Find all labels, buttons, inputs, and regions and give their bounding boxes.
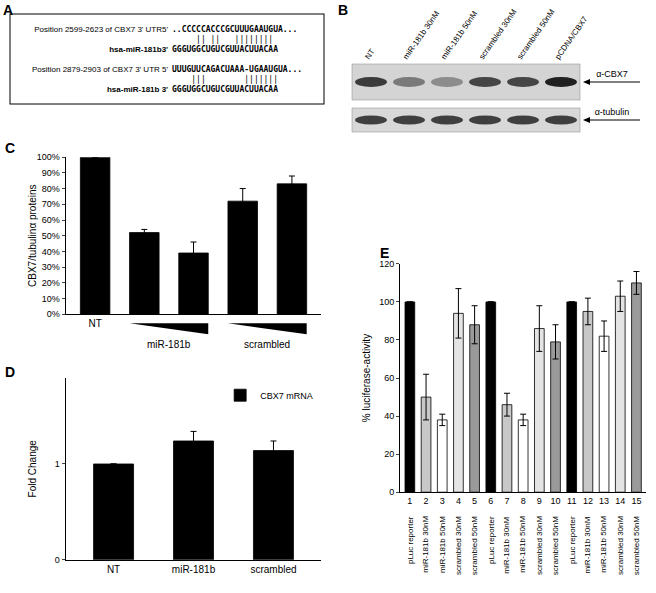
svg-text:..CCCCCACCCGCUUUGAAUGUA...: ..CCCCCACCCGCUUUGAAUGUA...	[172, 25, 297, 34]
svg-text:8: 8	[521, 496, 526, 506]
svg-text:miR-181b 50nM: miR-181b 50nM	[518, 516, 527, 573]
svg-text:miR-181b 30nM: miR-181b 30nM	[502, 516, 511, 573]
svg-text:scrambled 30nM: scrambled 30nM	[616, 515, 625, 574]
svg-text:0: 0	[389, 487, 394, 497]
svg-text:miR-181b 30nM: miR-181b 30nM	[583, 516, 592, 573]
svg-text:UUUGUUCAGACUAAA-UGAAUGUA...: UUUGUUCAGACUAAA-UGAAUGUA...	[172, 65, 302, 74]
svg-text:hsa-miR-181b 3': hsa-miR-181b 3'	[107, 85, 168, 94]
html-text:A: A	[3, 2, 14, 18]
svg-text:miR-181b: miR-181b	[172, 564, 216, 575]
svg-text:5: 5	[472, 496, 477, 506]
svg-text:% luciferase-activity: % luciferase-activity	[361, 334, 372, 422]
svg-text:pLuc reporter: pLuc reporter	[406, 516, 415, 564]
svg-text:11: 11	[567, 496, 576, 506]
svg-text:||| |||||||: ||| |||||||	[172, 75, 278, 84]
html-text:D: D	[5, 364, 16, 380]
svg-text:NT: NT	[363, 47, 377, 61]
svg-text:NT: NT	[88, 318, 101, 329]
svg-text:20%: 20%	[42, 278, 60, 288]
svg-text:scrambled 30nM: scrambled 30nM	[535, 516, 544, 575]
html-text:B: B	[338, 2, 349, 18]
svg-text:GGGUGGCUGUCGUUACUUACAA: GGGUGGCUGUCGUUACUUACAA	[172, 45, 278, 54]
svg-text:α-CBX7: α-CBX7	[596, 69, 628, 79]
svg-text:scrambled: scrambled	[250, 564, 296, 575]
svg-text:90%: 90%	[42, 168, 60, 178]
svg-text:miR-181b 50nM: miR-181b 50nM	[439, 9, 479, 61]
html-text:C: C	[5, 140, 16, 156]
svg-text:CBX7 mRNA: CBX7 mRNA	[260, 391, 313, 401]
svg-text:4: 4	[456, 496, 461, 506]
svg-text:scrambled 30nM: scrambled 30nM	[454, 516, 463, 575]
svg-text:120: 120	[379, 259, 395, 269]
svg-text:0%: 0%	[47, 309, 60, 319]
svg-text:40: 40	[384, 411, 394, 421]
svg-text:15: 15	[631, 496, 641, 506]
svg-text:0: 0	[55, 555, 60, 565]
svg-text:scrambled 50nM: scrambled 50nM	[470, 516, 479, 575]
svg-text:GGGUGGCUGUCGUUACUUACAA: GGGUGGCUGUCGUUACUUACAA	[172, 85, 278, 94]
svg-text:10: 10	[551, 496, 561, 506]
svg-text:scrambled: scrambled	[244, 339, 290, 350]
svg-text:70%: 70%	[42, 199, 60, 209]
svg-text:40%: 40%	[42, 247, 60, 257]
svg-text:2: 2	[424, 496, 429, 506]
svg-text:9: 9	[537, 496, 542, 506]
svg-text:Position 2879-2903 of CBX7 3': Position 2879-2903 of CBX7 3' UTR 5'	[32, 65, 168, 74]
svg-text:14: 14	[615, 496, 625, 506]
svg-text:6: 6	[488, 496, 493, 506]
svg-text:pLuc reporter: pLuc reporter	[487, 516, 496, 564]
svg-text:NT: NT	[107, 564, 120, 575]
svg-text:α-tubulin: α-tubulin	[595, 107, 630, 117]
svg-text:30%: 30%	[42, 262, 60, 272]
svg-text:80: 80	[384, 335, 394, 345]
svg-text:CBX7/tubulinα proteins: CBX7/tubulinα proteins	[27, 184, 38, 287]
svg-text:10%: 10%	[42, 294, 60, 304]
svg-text:scrambled 50nM: scrambled 50nM	[551, 516, 560, 575]
svg-text:|| || ||||||||: || || ||||||||	[172, 35, 273, 44]
svg-text:3: 3	[440, 496, 445, 506]
svg-text:100%: 100%	[37, 152, 60, 162]
svg-text:miR-181b 30nM: miR-181b 30nM	[401, 9, 441, 61]
svg-text:50%: 50%	[42, 231, 60, 241]
svg-text:100: 100	[379, 297, 394, 307]
svg-text:20: 20	[384, 449, 394, 459]
html-text:E: E	[380, 245, 390, 261]
svg-text:Position 2599-2623 of CBX7 3': Position 2599-2623 of CBX7 3' UTR5'	[34, 25, 168, 34]
svg-text:scrambled 50nM: scrambled 50nM	[515, 7, 556, 61]
svg-text:7: 7	[504, 496, 509, 506]
svg-text:60: 60	[384, 373, 394, 383]
svg-text:12: 12	[583, 496, 593, 506]
svg-text:scrambled 50nM: scrambled 50nM	[632, 516, 641, 575]
svg-text:1: 1	[55, 459, 60, 469]
svg-text:scrambled 30nM: scrambled 30nM	[477, 7, 518, 61]
svg-text:hsa-miR-181b3': hsa-miR-181b3'	[109, 45, 168, 54]
svg-text:miR-181b: miR-181b	[147, 339, 191, 350]
svg-text:80%: 80%	[42, 184, 60, 194]
svg-text:miR-181b 50nM: miR-181b 50nM	[599, 516, 608, 573]
svg-text:13: 13	[599, 496, 609, 506]
svg-text:pCDNA/CBX7: pCDNA/CBX7	[553, 14, 590, 61]
svg-text:pLuc reporter: pLuc reporter	[568, 516, 577, 564]
svg-text:Fold Change: Fold Change	[27, 440, 38, 498]
svg-text:miR-181b 30nM: miR-181b 30nM	[421, 515, 430, 572]
svg-text:miR-181b 50nM: miR-181b 50nM	[438, 516, 447, 573]
svg-text:60%: 60%	[42, 215, 60, 225]
svg-text:1: 1	[407, 496, 412, 506]
